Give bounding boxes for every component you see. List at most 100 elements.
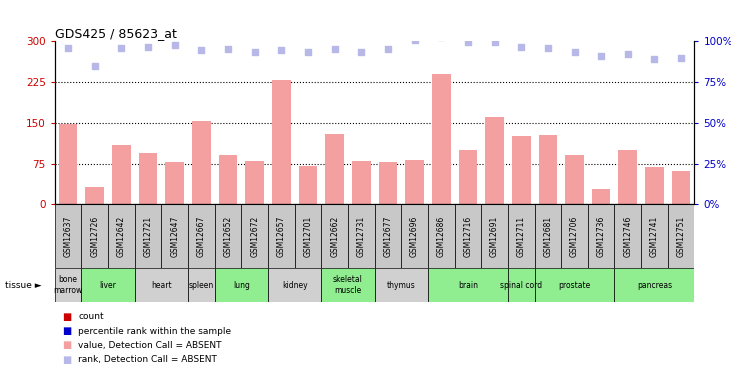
Text: ■: ■ [62,312,72,322]
Text: skeletal
muscle: skeletal muscle [333,275,363,295]
Bar [165,162,184,204]
Bar [215,204,241,268]
Bar [539,135,557,204]
Point [436,34,447,40]
Bar [135,268,188,302]
Bar [428,268,508,302]
Point [276,48,287,54]
Bar [139,153,157,204]
Text: heart: heart [151,280,172,290]
Text: tissue ►: tissue ► [5,280,42,290]
Bar [348,204,374,268]
Text: GSM12642: GSM12642 [117,216,126,257]
Text: ■: ■ [62,355,72,364]
Bar [641,204,668,268]
Bar [241,204,268,268]
Bar [55,268,81,302]
Text: percentile rank within the sample: percentile rank within the sample [78,327,231,336]
Bar [401,204,428,268]
Point [196,47,208,53]
Bar [458,150,477,204]
Text: GSM12662: GSM12662 [330,216,339,257]
Bar [192,121,211,204]
Text: GSM12652: GSM12652 [224,216,232,257]
Bar [485,117,504,204]
Bar [58,124,77,204]
Bar [512,136,531,204]
Point [462,39,474,45]
Bar [188,204,215,268]
Bar [481,204,508,268]
Point [89,63,101,69]
Bar [508,268,534,302]
Point [382,46,394,53]
Bar [379,162,397,204]
Text: GSM12647: GSM12647 [170,216,179,257]
Bar [162,204,188,268]
Point [595,54,607,60]
Bar [592,189,610,204]
Bar [534,268,615,302]
Text: GSM12696: GSM12696 [410,216,419,257]
Bar [565,156,584,204]
Text: GSM12731: GSM12731 [357,216,366,257]
Text: GSM12667: GSM12667 [197,216,206,257]
Text: GSM12711: GSM12711 [517,216,526,257]
Point [329,46,341,53]
Bar [86,187,104,204]
Bar [322,268,374,302]
Bar [215,268,268,302]
Point [222,46,234,53]
Text: ■: ■ [62,326,72,336]
Bar [615,204,641,268]
Text: GSM12706: GSM12706 [570,216,579,257]
Point [62,45,74,51]
Text: GSM12681: GSM12681 [543,216,553,257]
Bar [135,204,162,268]
Text: thymus: thymus [387,280,416,290]
Bar [672,171,691,204]
Point [542,45,553,51]
Bar [455,204,481,268]
Bar [112,145,131,204]
Bar [246,161,264,204]
Text: GSM12691: GSM12691 [490,216,499,257]
Text: GSM12741: GSM12741 [650,216,659,257]
Bar [561,204,588,268]
Text: GSM12677: GSM12677 [384,216,393,257]
Text: ■: ■ [62,340,72,350]
Bar [645,167,664,204]
Bar [352,161,371,204]
Text: value, Detection Call = ABSENT: value, Detection Call = ABSENT [78,341,221,350]
Bar [668,204,694,268]
Text: GSM12637: GSM12637 [64,216,72,257]
Text: count: count [78,312,104,321]
Point [355,49,367,55]
Text: GSM12726: GSM12726 [91,216,99,257]
Bar [81,204,108,268]
Bar [268,204,295,268]
Point [622,51,634,57]
Bar [188,268,215,302]
Bar [374,204,401,268]
Text: bone
marrow: bone marrow [53,275,83,295]
Text: GSM12736: GSM12736 [596,216,606,257]
Bar [219,156,238,204]
Bar [299,166,317,204]
Point [569,49,580,55]
Text: GSM12751: GSM12751 [677,216,686,257]
Bar [55,204,81,268]
Bar [108,204,135,268]
Bar [432,74,450,204]
Text: pancreas: pancreas [637,280,672,290]
Point [115,45,127,51]
Bar [325,134,344,204]
Text: spinal cord: spinal cord [500,280,542,290]
Text: liver: liver [99,280,116,290]
Point [648,56,660,62]
Text: GSM12657: GSM12657 [277,216,286,257]
Text: brain: brain [458,280,478,290]
Point [409,37,420,43]
Point [675,55,687,61]
Text: rank, Detection Call = ABSENT: rank, Detection Call = ABSENT [78,355,217,364]
